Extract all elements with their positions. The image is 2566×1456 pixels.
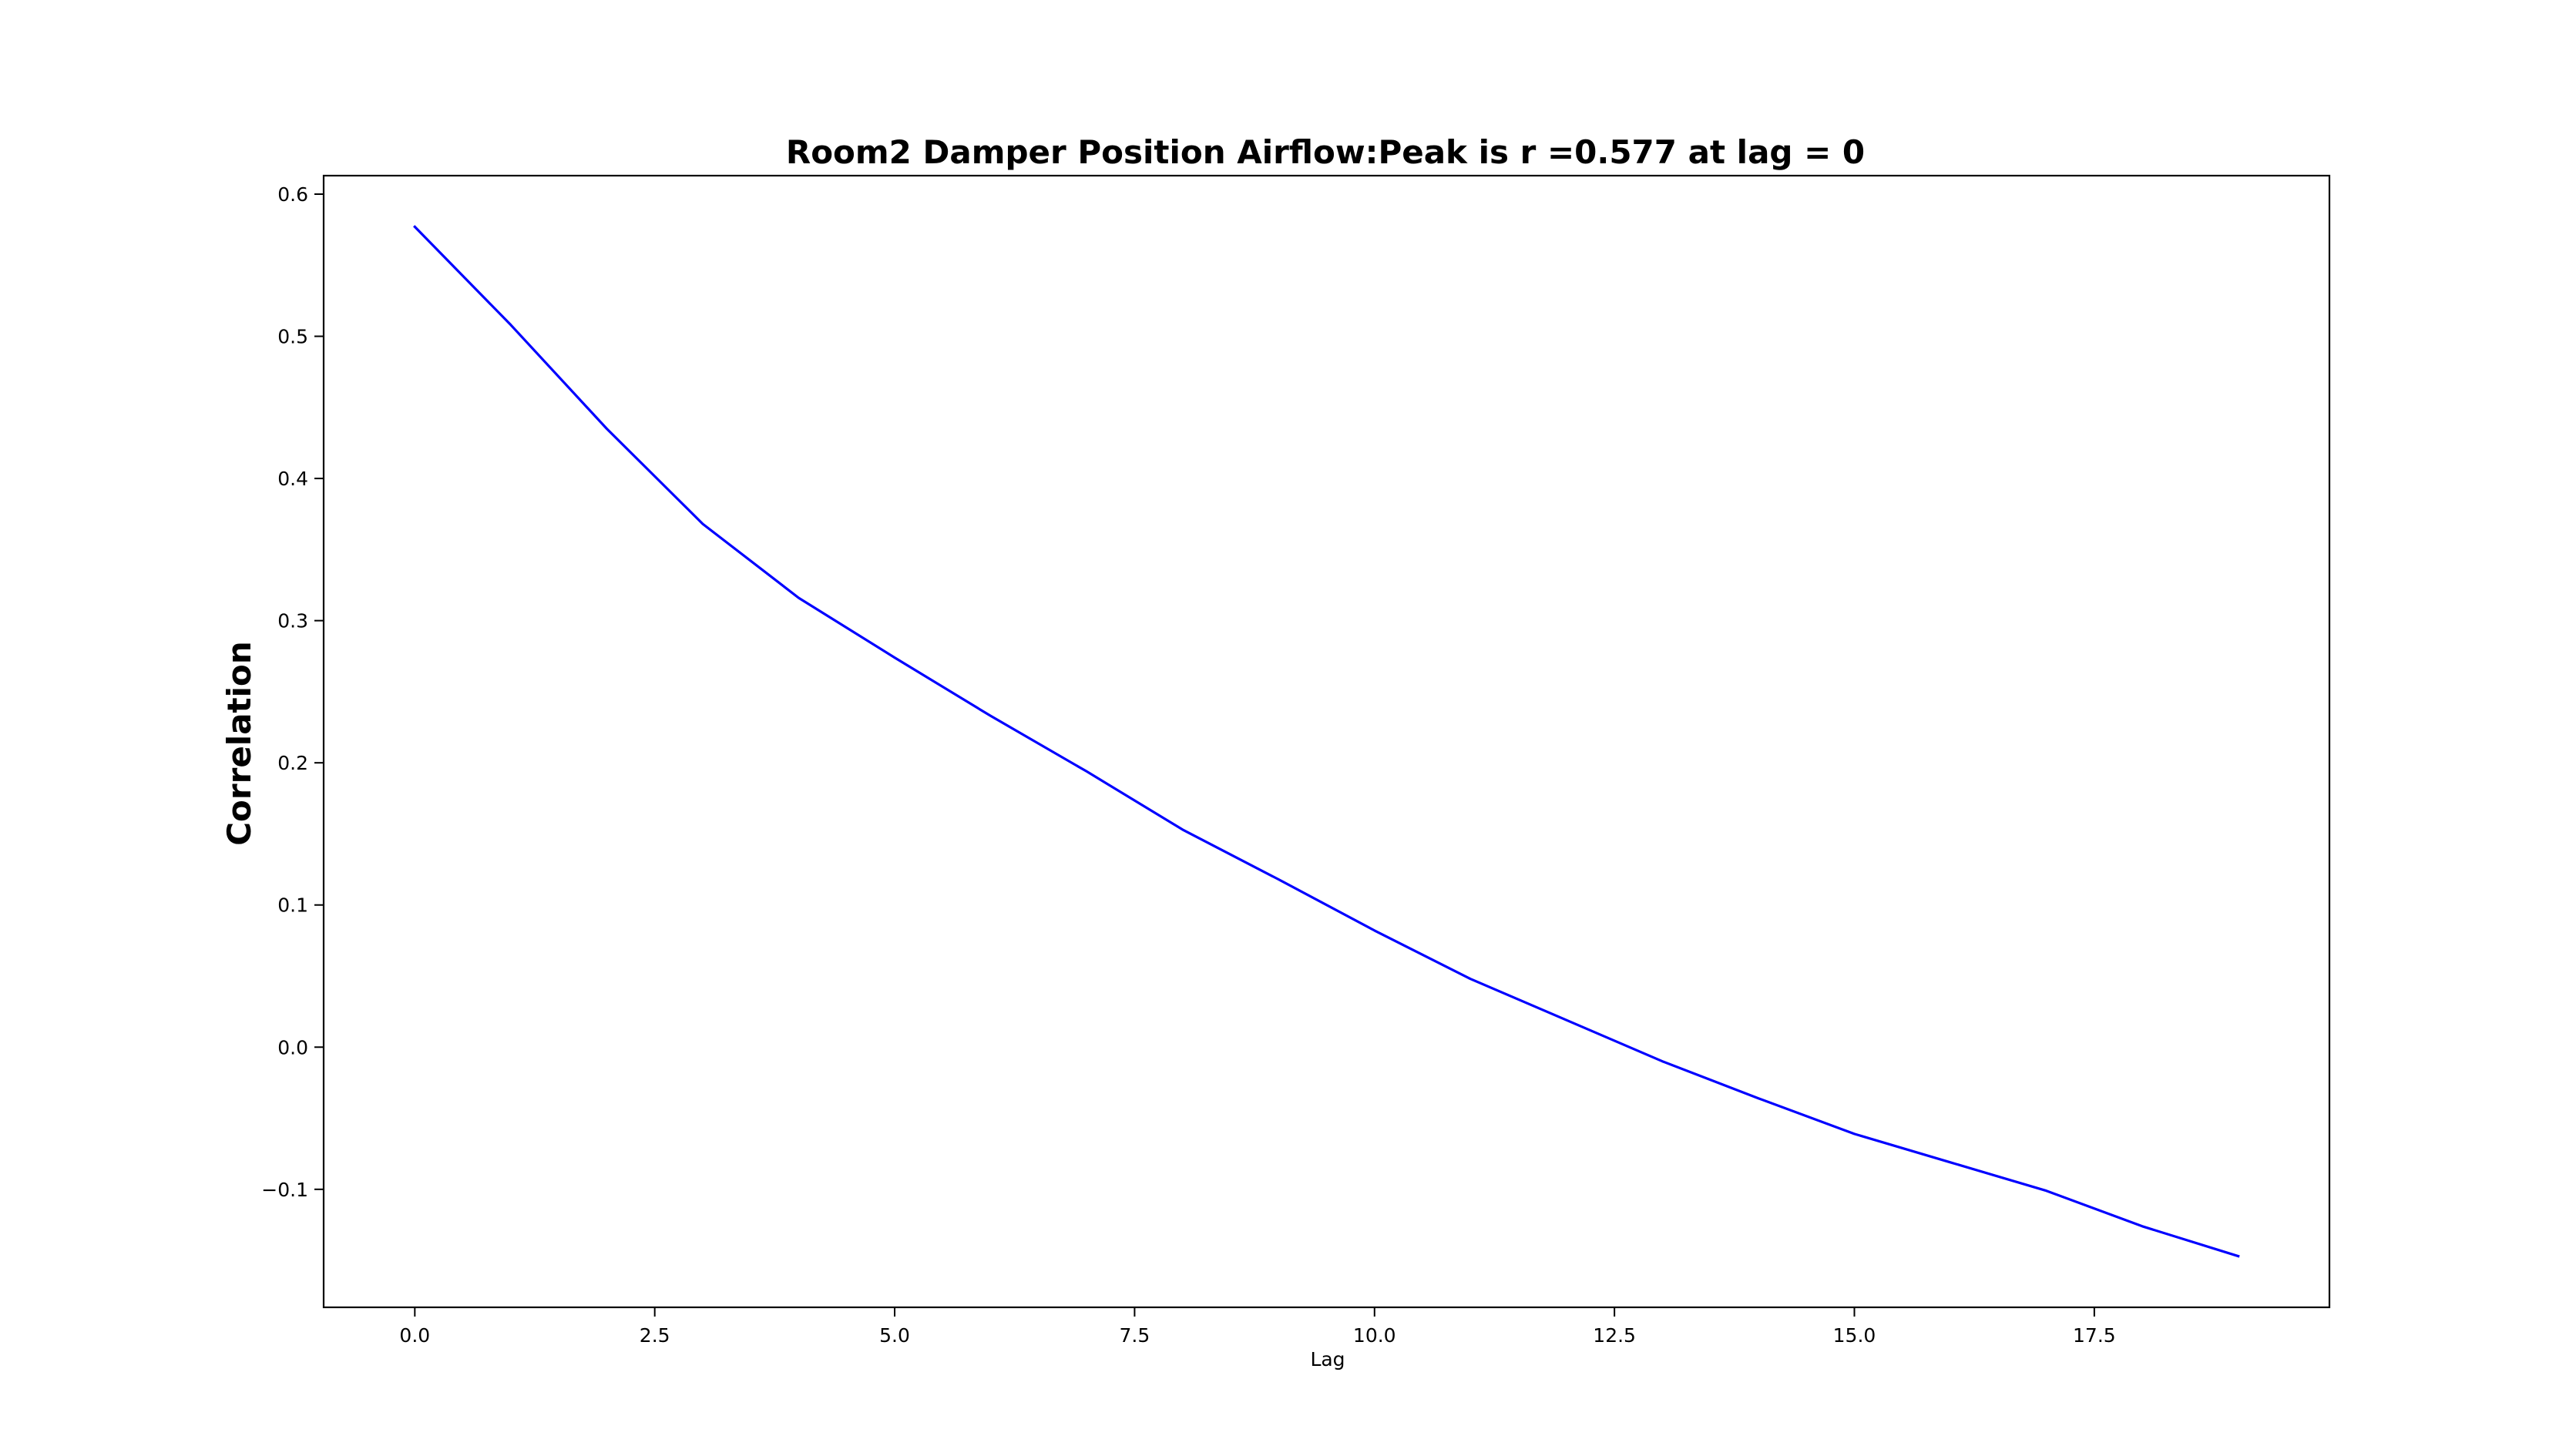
x-tick-label: 2.5 [640,1324,670,1347]
x-tick-label: 5.0 [879,1324,910,1347]
y-tick-label: 0.5 [277,326,308,348]
y-tick-label: 0.0 [277,1036,308,1058]
x-tick-label: 10.0 [1353,1324,1396,1347]
x-tick-label: 15.0 [1833,1324,1876,1347]
y-tick-label: 0.4 [277,468,308,490]
y-tick-label: 0.2 [277,752,308,774]
plot-area: 0.0 2.5 5.0 7.5 10.0 12.5 15.0 17.5 −0.1 0.0 0.1 0.… [261,174,2331,1347]
axes-frame [322,174,2331,1309]
y-tick-label: 0.1 [277,894,308,917]
x-tick-label: 17.5 [2073,1324,2116,1347]
y-tick-label: −0.1 [261,1179,308,1201]
y-axis-label: Correlation [220,641,258,846]
y-tick-label: 0.3 [277,610,308,632]
y-tick-label: 0.6 [277,183,308,206]
x-tick-label: 12.5 [1593,1324,1636,1347]
x-axis-label: Lag [1310,1348,1345,1370]
x-tick-label: 0.0 [399,1324,430,1347]
chart-title: Room2 Damper Position Airflow:Peak is r … [786,133,1865,171]
x-tick-label: 7.5 [1120,1324,1150,1347]
series-line-0 [413,225,2240,1258]
